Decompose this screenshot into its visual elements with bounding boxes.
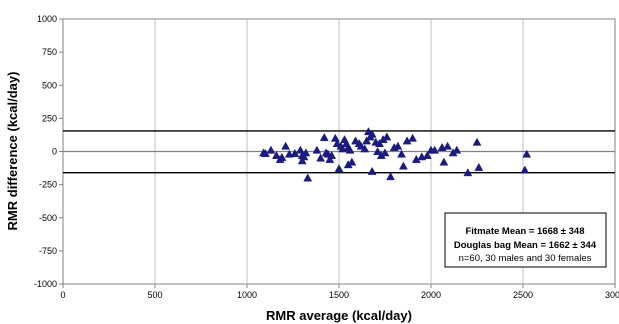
data-points xyxy=(259,127,532,182)
y-tick-label: 1000 xyxy=(37,14,57,24)
x-tick-label: 1500 xyxy=(329,290,349,300)
data-point-triangle xyxy=(327,150,337,159)
data-point-triangle xyxy=(367,129,377,138)
data-point-triangle xyxy=(386,172,395,181)
data-point-triangle xyxy=(334,164,344,173)
data-point-triangle xyxy=(325,154,335,163)
data-point-triangle xyxy=(373,146,383,155)
x-tick-label: 3000 xyxy=(605,290,619,300)
data-point-triangle xyxy=(520,165,530,174)
x-axis-ticks: 0 500 1000 1500 2000 2500 3000 xyxy=(60,284,619,300)
x-tick-label: 2000 xyxy=(421,290,441,300)
data-point-triangle xyxy=(380,148,390,157)
y-axis-title: RMR difference (kcal/day) xyxy=(5,72,20,231)
x-tick-label: 2500 xyxy=(513,290,533,300)
data-point-triangle xyxy=(382,132,392,141)
data-point-triangle xyxy=(319,133,329,142)
y-tick-label: 500 xyxy=(42,80,57,90)
data-point-triangle xyxy=(408,133,418,142)
y-tick-label: -500 xyxy=(39,213,57,223)
data-point-triangle xyxy=(347,157,357,166)
data-point-triangle xyxy=(398,161,408,170)
x-tick-label: 500 xyxy=(147,290,162,300)
y-axis-ticks: 1000 750 500 250 0 -250 -500 -750 -1000 xyxy=(34,14,63,289)
data-point-triangle xyxy=(281,141,291,150)
legend-box: Fitmate Mean = 1668 ± 348 Douglas bag Me… xyxy=(444,212,607,268)
x-tick-label: 0 xyxy=(60,290,65,300)
data-point-triangle xyxy=(375,139,384,147)
data-point-triangle xyxy=(522,149,532,158)
y-tick-label: -250 xyxy=(39,180,57,190)
data-point-triangle xyxy=(272,150,281,159)
data-point-triangle xyxy=(345,145,355,154)
data-point-triangle xyxy=(397,149,406,158)
y-tick-label: 0 xyxy=(52,147,57,157)
legend-line-3: n=60, 30 males and 30 females xyxy=(459,253,592,264)
legend-line-2: Douglas bag Mean = 1662 ± 344 xyxy=(454,240,597,251)
data-point-triangle xyxy=(443,141,452,150)
legend-frame xyxy=(444,212,607,268)
y-tick-label: -750 xyxy=(39,246,57,256)
legend-line-1: Fitmate Mean = 1668 ± 348 xyxy=(465,226,584,237)
data-point-triangle xyxy=(299,152,309,161)
data-point-triangle xyxy=(367,166,377,175)
data-point-triangle xyxy=(297,156,307,165)
data-point-triangle xyxy=(472,137,482,146)
data-point-triangle xyxy=(266,145,276,154)
data-point-triangle xyxy=(393,141,403,150)
data-point-triangle xyxy=(312,145,322,154)
data-point-triangle xyxy=(439,157,449,166)
data-point-triangle xyxy=(360,144,370,153)
data-point-triangle xyxy=(452,145,462,154)
data-point-triangle xyxy=(277,152,287,161)
data-point-triangle xyxy=(303,173,313,182)
y-tick-label: 750 xyxy=(42,47,57,57)
x-tick-label: 1000 xyxy=(237,290,257,300)
data-point-triangle xyxy=(463,168,473,177)
data-point-triangle xyxy=(301,148,311,157)
data-point-triangle xyxy=(430,145,440,154)
data-point-triangle xyxy=(474,162,484,171)
data-point-triangle xyxy=(362,136,372,145)
y-tick-label: 250 xyxy=(42,113,57,123)
data-point-triangle xyxy=(422,150,432,159)
x-axis-title: RMR average (kcal/day) xyxy=(266,308,412,323)
data-point-triangle xyxy=(316,153,326,162)
y-tick-label: -1000 xyxy=(34,279,57,289)
